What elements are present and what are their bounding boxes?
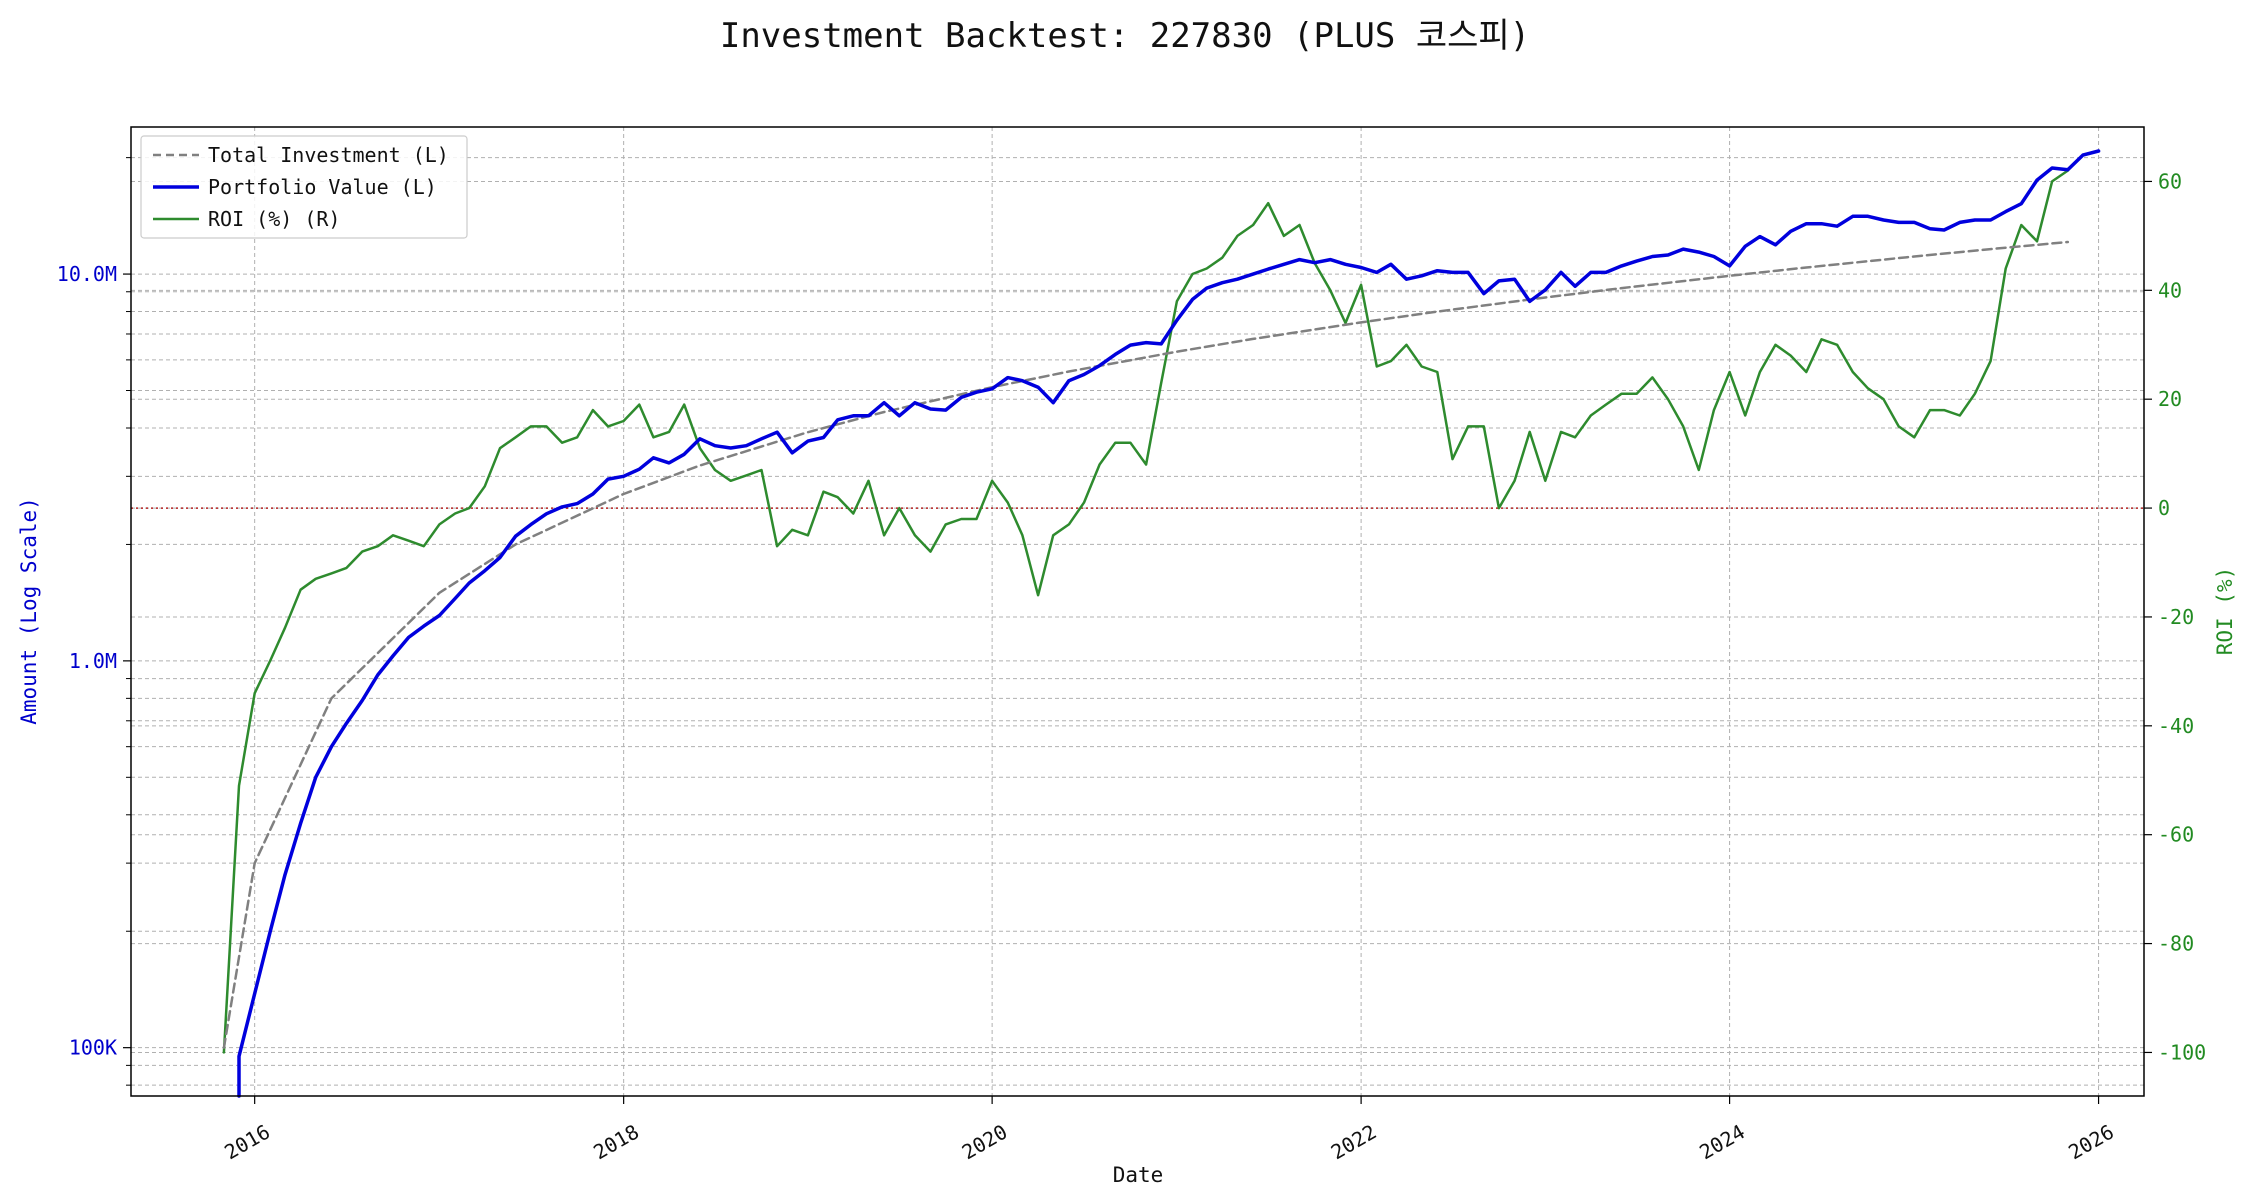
y-left-tick-label: 10.0M [57, 262, 117, 286]
y-left-tick-label: 100K [69, 1036, 117, 1060]
y-right-tick-label: 40 [2158, 278, 2182, 302]
y-right-tick-label: -80 [2158, 932, 2194, 956]
x-tick-label: 2020 [958, 1120, 1012, 1165]
y-right-tick-label: -40 [2158, 714, 2194, 738]
y-right-tick-label: 0 [2158, 496, 2170, 520]
x-tick-label: 2024 [1695, 1120, 1749, 1165]
series-line-total-investment [222, 240, 2070, 1049]
x-tick-label: 2022 [1327, 1120, 1381, 1165]
y-right-tick-label: -100 [2158, 1040, 2206, 1064]
legend: Total Investment (L) Portfolio Value (L)… [140, 135, 468, 239]
y-axis-right-label: ROI (%) [2213, 567, 2237, 656]
y-right-tick-label: -60 [2158, 823, 2194, 847]
legend-box [140, 135, 468, 239]
grid [131, 127, 2144, 1096]
y-right-tick-label: 60 [2158, 169, 2182, 193]
x-tick-label: 2018 [589, 1120, 643, 1165]
x-axis-label: Date [1113, 1163, 1164, 1187]
plot-frame [130, 126, 2145, 1097]
series-line-portfolio-value [237, 149, 2101, 1098]
legend-label-total-investment: Total Investment (L) [208, 143, 449, 167]
x-tick-label: 2026 [2064, 1120, 2118, 1165]
legend-label-roi: ROI (%) (R) [208, 207, 340, 231]
y-left-tick-label: 1.0M [69, 649, 117, 673]
y-right-tick-label: -20 [2158, 605, 2194, 629]
x-tick-label: 2016 [220, 1120, 274, 1165]
series-line-roi [222, 169, 2070, 1054]
series-layer [222, 149, 2101, 1098]
y-axis-left-label: Amount (Log Scale) [17, 497, 41, 725]
chart-title: Investment Backtest: 227830 (PLUS 코스피) [720, 16, 1530, 56]
y-right-tick-label: 20 [2158, 387, 2182, 411]
legend-label-portfolio-value: Portfolio Value (L) [208, 175, 437, 199]
